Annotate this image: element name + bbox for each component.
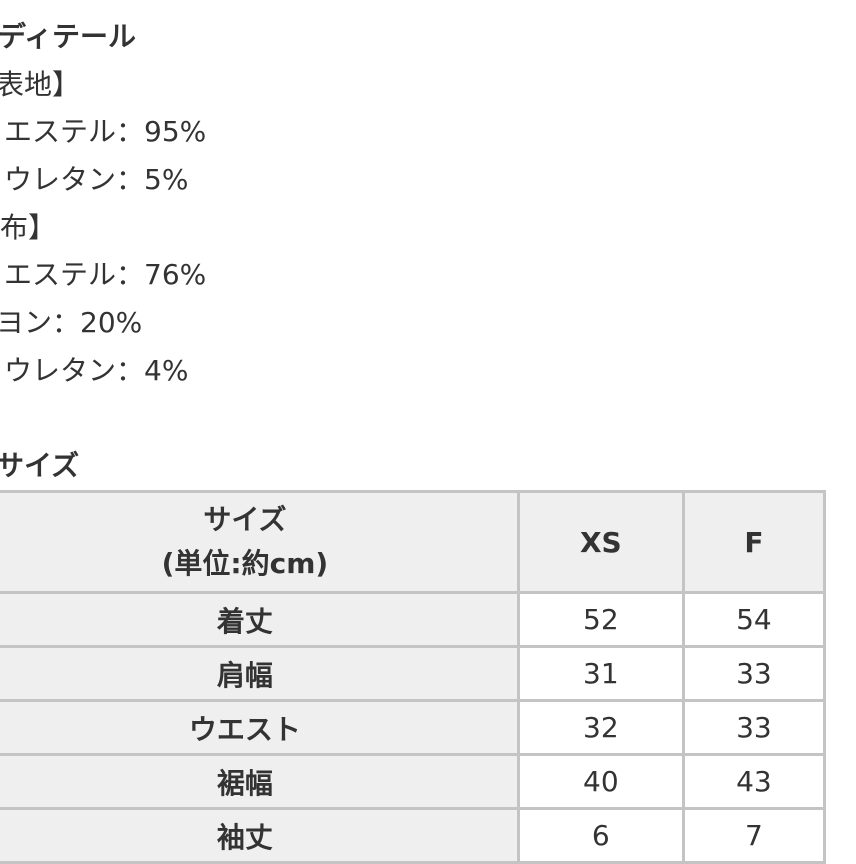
table-row: 袖丈 6 7	[0, 807, 827, 864]
details-heading: ディテール	[0, 20, 137, 53]
row-label: 裾幅	[0, 753, 520, 810]
cell-xs: 52	[516, 591, 685, 648]
table-row: 裾幅 40 43	[0, 753, 827, 810]
size-table: サイズ (単位:約cm) XS F 着丈 52 54 肩幅 31 33 ウエスト…	[0, 490, 827, 864]
cell-xs: 31	[516, 645, 685, 702]
outer-fabric-item: ウレタン：5%	[4, 163, 189, 196]
size-heading: サイズ	[0, 449, 80, 482]
lining-item: エステル：76%	[4, 258, 207, 291]
header-xs: XS	[516, 490, 685, 594]
lining-item: ウレタン：4%	[4, 354, 189, 387]
row-label: 着丈	[0, 591, 520, 648]
header-unit-label: (単位:約cm)	[161, 547, 329, 580]
row-label: 袖丈	[0, 807, 520, 864]
lining-label: 布】	[0, 211, 57, 244]
lining-item: ヨン：20%	[0, 306, 143, 339]
table-row: 肩幅 31 33	[0, 645, 827, 702]
cell-xs: 40	[516, 753, 685, 810]
cell-f: 33	[681, 699, 827, 756]
row-label: 肩幅	[0, 645, 520, 702]
table-row: ウエスト 32 33	[0, 699, 827, 756]
outer-fabric-item: エステル：95%	[4, 115, 207, 148]
table-header-row: サイズ (単位:約cm) XS F	[0, 490, 827, 594]
header-size-cell: サイズ (単位:約cm)	[0, 490, 520, 594]
header-f: F	[681, 490, 827, 594]
row-label: ウエスト	[0, 699, 520, 756]
outer-fabric-label: 表地】	[0, 68, 81, 101]
cell-f: 33	[681, 645, 827, 702]
cell-f: 43	[681, 753, 827, 810]
cell-xs: 6	[516, 807, 685, 864]
table-row: 着丈 52 54	[0, 591, 827, 648]
cell-f: 7	[681, 807, 827, 864]
cell-xs: 32	[516, 699, 685, 756]
header-size-label: サイズ	[203, 503, 287, 536]
cell-f: 54	[681, 591, 827, 648]
